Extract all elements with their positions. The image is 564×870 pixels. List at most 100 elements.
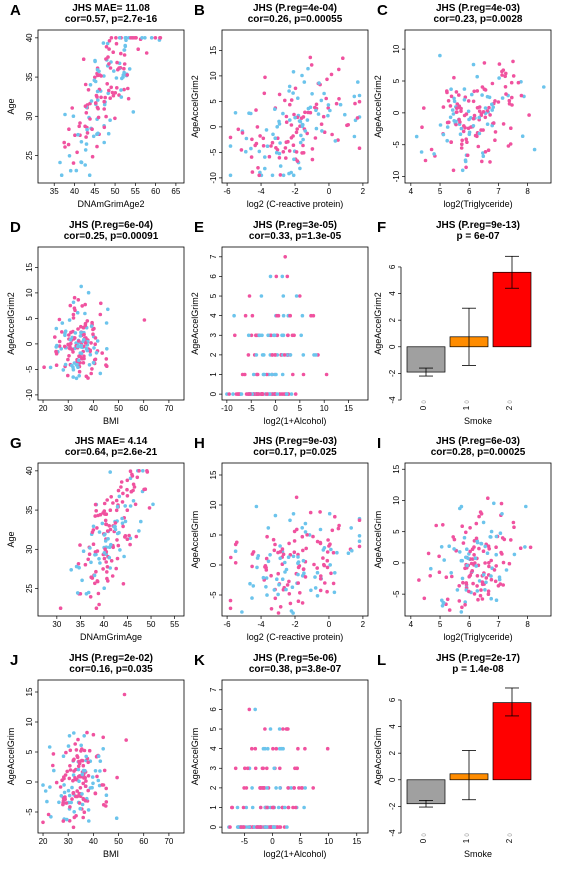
data-point <box>301 353 306 357</box>
data-point <box>274 150 279 155</box>
x-tick-label: 40 <box>89 837 98 846</box>
data-point <box>520 134 525 138</box>
x-tick-label: 45 <box>123 620 132 629</box>
data-point <box>467 589 471 594</box>
panel-subtitle: cor=0.64, p=2.6e-21 <box>65 447 158 458</box>
data-point <box>357 146 362 150</box>
data-point <box>93 336 98 340</box>
data-point <box>302 805 306 810</box>
data-point <box>284 114 289 119</box>
data-point <box>68 768 73 772</box>
data-point <box>64 801 69 805</box>
data-point <box>475 584 479 588</box>
data-point <box>457 584 462 588</box>
data-point <box>141 469 145 473</box>
data-point <box>71 161 76 165</box>
data-point <box>452 119 457 123</box>
data-point <box>486 592 491 596</box>
data-point <box>77 369 82 374</box>
data-point <box>268 727 273 731</box>
data-point <box>254 141 259 146</box>
data-point <box>85 127 89 132</box>
data-point <box>149 36 154 40</box>
data-point <box>242 786 246 790</box>
data-point <box>233 542 238 547</box>
data-point <box>296 96 300 100</box>
data-point <box>143 36 147 40</box>
data-point <box>255 565 259 570</box>
data-point <box>66 744 71 748</box>
data-point <box>250 170 255 174</box>
data-point <box>301 567 306 571</box>
panel-title: JHS (P.reg=9e-13) <box>436 220 520 231</box>
data-point <box>439 545 444 549</box>
data-point <box>61 819 66 823</box>
data-point <box>270 353 275 357</box>
data-point <box>66 373 70 378</box>
data-point <box>244 149 248 154</box>
y-tick-label: 0 <box>392 110 401 115</box>
y-tick-label: 0 <box>209 824 218 829</box>
data-point <box>327 511 332 516</box>
data-point <box>479 512 484 516</box>
panel-title: JHS (P.reg=2e-17) <box>436 653 520 664</box>
plot-frame <box>221 679 369 834</box>
y-tick-label: 25 <box>25 584 34 593</box>
data-point <box>490 102 494 107</box>
data-point <box>122 53 127 57</box>
data-point <box>477 579 482 583</box>
data-point <box>445 125 450 129</box>
data-point <box>83 798 88 803</box>
data-point <box>281 727 285 731</box>
data-point <box>291 173 296 178</box>
data-point <box>420 125 424 129</box>
data-point <box>329 72 334 77</box>
y-axis-label: AgeAccelGrim <box>373 728 383 786</box>
data-point <box>125 537 130 541</box>
data-point <box>458 550 462 554</box>
panel-title: JHS MAE= 4.14 <box>75 436 148 447</box>
data-point <box>68 168 73 173</box>
data-point <box>258 805 263 810</box>
data-point <box>353 101 357 106</box>
data-point <box>84 374 89 379</box>
data-point <box>80 304 84 308</box>
data-point <box>81 549 86 553</box>
y-tick-label: 7 <box>209 687 218 692</box>
count-label: 0 <box>465 833 471 837</box>
data-point <box>89 341 93 345</box>
data-point <box>265 392 269 396</box>
data-point <box>249 146 253 151</box>
data-point <box>467 117 471 122</box>
data-point <box>100 521 105 526</box>
data-point <box>512 525 516 529</box>
data-point <box>67 734 72 738</box>
data-point <box>87 173 92 177</box>
data-point <box>292 157 296 162</box>
data-point <box>87 363 92 367</box>
data-point <box>235 825 240 829</box>
data-point <box>275 148 280 152</box>
data-point <box>315 594 320 598</box>
data-point <box>475 89 480 93</box>
data-point <box>263 75 267 80</box>
data-point <box>426 551 431 556</box>
data-point <box>137 529 141 533</box>
data-point <box>269 573 273 578</box>
data-point <box>108 527 113 532</box>
data-point <box>76 327 80 331</box>
data-point <box>465 153 470 158</box>
data-point <box>67 776 72 781</box>
x-tick-label: -5 <box>241 837 249 846</box>
data-point <box>82 332 86 337</box>
data-point <box>429 147 434 152</box>
data-point <box>93 769 98 773</box>
data-point <box>298 140 303 145</box>
data-point <box>325 746 330 751</box>
data-point <box>106 307 110 312</box>
data-point <box>319 98 324 103</box>
data-point <box>83 341 88 345</box>
data-point <box>285 825 289 829</box>
data-point <box>115 775 119 780</box>
data-point <box>123 519 128 524</box>
